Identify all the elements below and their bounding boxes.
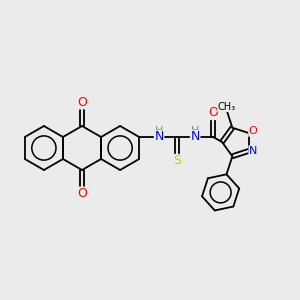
Text: O: O [77, 96, 87, 109]
Text: O: O [249, 126, 257, 136]
Text: CH₃: CH₃ [218, 102, 236, 112]
Text: N: N [190, 130, 200, 143]
Text: N: N [154, 130, 164, 143]
Text: O: O [208, 106, 218, 119]
Text: H: H [155, 127, 163, 136]
Text: S: S [173, 154, 181, 167]
Text: O: O [77, 187, 87, 200]
Text: N: N [249, 146, 257, 156]
Text: H: H [191, 127, 199, 136]
